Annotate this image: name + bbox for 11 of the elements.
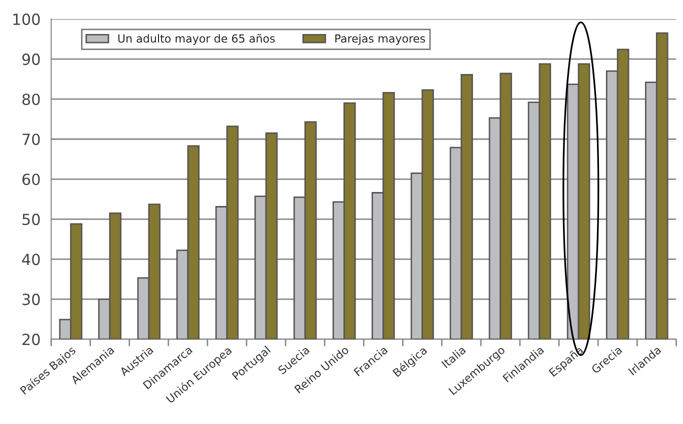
y-tick-label: 70 <box>22 134 40 146</box>
y-tick-label: 90 <box>22 54 40 66</box>
legend-label: Un adulto mayor de 65 años <box>118 34 275 45</box>
y-tick-label: 60 <box>22 174 40 186</box>
y-tick-label: 80 <box>22 94 40 106</box>
legend-label: Parejas mayores <box>335 34 426 45</box>
y-tick-label: 30 <box>22 294 40 306</box>
y-tick-label: 100 <box>13 14 40 26</box>
y-tick-label: 40 <box>22 254 40 266</box>
y-tick-label: 50 <box>22 214 40 226</box>
y-tick-label: 20 <box>22 334 40 346</box>
